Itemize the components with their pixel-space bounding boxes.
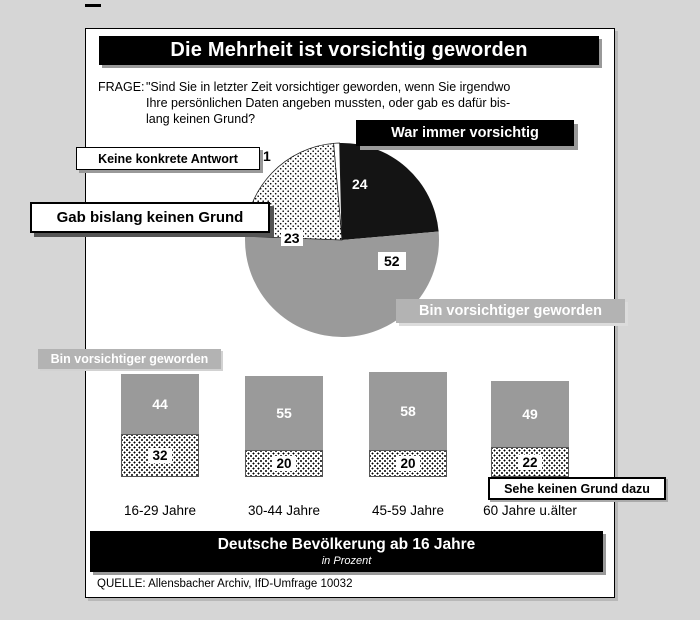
bar-segment-kein-grund: 20 <box>245 450 323 477</box>
pie-value-war-immer: 24 <box>352 176 368 192</box>
label-keine-konkrete-antwort: Keine konkrete Antwort <box>76 147 260 170</box>
crop-mark <box>85 4 101 7</box>
bar-value: 49 <box>522 406 538 423</box>
bar-group-16-29: 44 32 <box>121 374 199 477</box>
bar-series-label-kein-grund: Sehe keinen Grund dazu <box>488 477 666 500</box>
label-gab-bislang-keinen-grund: Gab bislang keinen Grund <box>30 202 270 233</box>
label-bin-vorsichtiger-geworden: Bin vorsichtiger geworden <box>396 299 625 323</box>
pie-value-keine-antwort: 1 <box>263 148 271 164</box>
bar-segment-vorsichtiger: 55 <box>245 375 323 450</box>
source-line: QUELLE: Allensbacher Archiv, IfD-Umfrage… <box>97 578 353 590</box>
bar-value: 32 <box>148 447 172 463</box>
bar-value: 44 <box>152 396 168 413</box>
bar-segment-kein-grund: 22 <box>491 447 569 477</box>
category-label: 30-44 Jahre <box>247 503 321 518</box>
question-text: "Sind Sie in letzter Zeit vorsichtiger g… <box>146 79 510 127</box>
category-label: 60 Jahre u.älter <box>483 503 577 518</box>
page-title: Die Mehrheit ist vorsichtig geworden <box>170 39 528 61</box>
population-bar: Deutsche Bevölkerung ab 16 Jahre in Proz… <box>90 531 603 572</box>
bar-segment-kein-grund: 20 <box>369 450 447 477</box>
bar-value: 20 <box>272 456 296 471</box>
bar-value: 58 <box>400 402 416 419</box>
bar-segment-vorsichtiger: 58 <box>369 371 447 450</box>
bar-group-30-44: 55 20 <box>245 375 323 477</box>
bar-value: 55 <box>276 404 292 421</box>
bar-series-label-vorsichtiger: Bin vorsichtiger geworden <box>38 349 221 369</box>
question-line: Ihre persönlichen Daten angeben mussten,… <box>146 96 511 110</box>
bar-value: 22 <box>518 454 542 470</box>
bar-segment-vorsichtiger: 44 <box>121 374 199 434</box>
bar-segment-kein-grund: 32 <box>121 433 199 477</box>
category-label: 16-29 Jahre <box>123 503 197 518</box>
category-label: 45-59 Jahre <box>371 503 445 518</box>
pie-value-kein-grund: 23 <box>281 230 303 246</box>
bar-segment-vorsichtiger: 49 <box>491 381 569 448</box>
title-bar: Die Mehrheit ist vorsichtig geworden <box>99 36 599 65</box>
bar-group-60plus: 49 22 <box>491 381 569 477</box>
population-text: Deutsche Bevölkerung ab 16 Jahre <box>217 536 476 553</box>
bar-group-45-59: 58 20 <box>369 371 447 477</box>
bar-value: 20 <box>396 456 420 471</box>
pie-value-vorsichtiger: 52 <box>378 252 406 270</box>
question-line: lang keinen Grund? <box>146 112 256 126</box>
units-text: in Prozent <box>321 555 372 567</box>
question-label: FRAGE: <box>98 80 145 94</box>
question-block: FRAGE: "Sind Sie in letzter Zeit vorsich… <box>98 79 543 127</box>
pie-slice-black <box>339 143 439 240</box>
question-line: "Sind Sie in letzter Zeit vorsichtiger g… <box>146 80 511 94</box>
label-war-immer-vorsichtig: War immer vorsichtig <box>356 120 574 146</box>
